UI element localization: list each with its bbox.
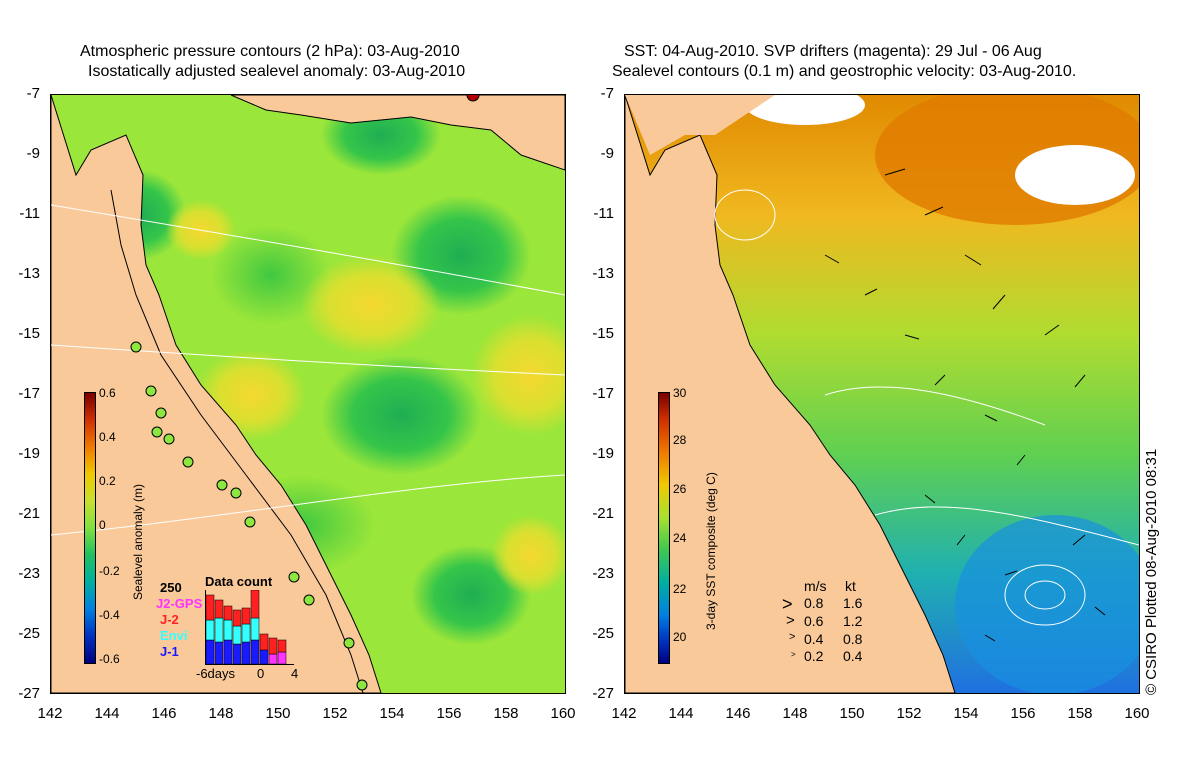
y-tick-label: -7: [26, 85, 40, 102]
sealevel-colorbar: [84, 392, 96, 664]
y-tick-label: -25: [18, 625, 40, 642]
sealevel-colorbar-tick: 0.2: [99, 474, 116, 488]
data-count-xtick: 4: [291, 666, 299, 681]
velocity-legend-header-ms: m/s: [804, 578, 827, 594]
data-count-legend-j2: J-2: [160, 612, 179, 627]
sealevel-colorbar-tick: 0: [99, 518, 106, 532]
y-tick-label: -9: [26, 145, 40, 162]
data-count-histogram: [205, 589, 294, 665]
velocity-legend-arrow: >: [789, 631, 796, 643]
data-count-xtick: -6days: [196, 666, 236, 681]
sst-colorbar-tick: 26: [673, 482, 687, 496]
y-tick-label: -9: [600, 145, 614, 162]
x-tick-label: 144: [668, 705, 694, 722]
sst-map: [624, 94, 1140, 694]
sst-colorbar-tick: 22: [673, 582, 687, 596]
y-tick-label: -21: [18, 505, 40, 522]
y-tick-label: -13: [592, 265, 614, 282]
x-tick-label: 146: [725, 705, 751, 722]
x-tick-label: 156: [1010, 705, 1036, 722]
y-tick-label: -15: [592, 325, 614, 342]
sealevel-anomaly-map: [50, 94, 566, 694]
sst-colorbar-tick: 24: [673, 531, 687, 545]
x-tick-label: 156: [436, 705, 462, 722]
velocity-legend-kt: 1.2: [843, 613, 863, 629]
data-count-max-label: 250: [160, 580, 182, 595]
x-tick-label: 154: [953, 705, 979, 722]
sealevel-colorbar-tick: -0.6: [99, 652, 120, 666]
x-tick-label: 158: [493, 705, 519, 722]
y-tick-label: -17: [592, 385, 614, 402]
x-tick-label: 158: [1067, 705, 1093, 722]
y-tick-label: -17: [18, 385, 40, 402]
copyright-notice: © CSIRO Plotted 08-Aug-2010 08:31: [1143, 448, 1160, 695]
data-count-xtick: 0: [257, 666, 265, 681]
data-count-legend-envi: Envi: [160, 628, 188, 643]
velocity-legend-ms: 0.8: [804, 595, 824, 611]
velocity-legend-kt: 0.8: [843, 631, 863, 647]
x-tick-label: 146: [151, 705, 177, 722]
velocity-legend-header-kt: kt: [845, 578, 856, 594]
right-title-line2: Sealevel contours (0.1 m) and geostrophi…: [612, 63, 1077, 80]
y-tick-label: -23: [592, 565, 614, 582]
sealevel-colorbar-tick: 0.4: [99, 430, 116, 444]
x-tick-label: 152: [896, 705, 922, 722]
sst-colorbar-tick: 20: [673, 630, 687, 644]
data-count-histogram-graphic: [205, 589, 287, 665]
velocity-legend-ms: 0.4: [804, 631, 824, 647]
velocity-legend-arrow: >: [791, 650, 796, 659]
y-tick-label: -19: [592, 445, 614, 462]
sealevel-colorbar-label: Sealevel anomaly (m): [131, 483, 145, 600]
velocity-legend-ms: 0.6: [804, 613, 824, 629]
velocity-legend-kt: 0.4: [843, 648, 863, 664]
right-title-line1: SST: 04-Aug-2010. SVP drifters (magenta)…: [624, 43, 1042, 60]
sst-colorbar-tick: 28: [673, 433, 687, 447]
y-tick-label: -27: [592, 685, 614, 702]
x-tick-label: 148: [208, 705, 234, 722]
x-tick-label: 148: [782, 705, 808, 722]
x-tick-label: 160: [550, 705, 576, 722]
sst-map-graphic: [625, 95, 1139, 693]
sealevel-colorbar-tick: 0.6: [99, 386, 116, 400]
data-count-legend-j1: J-1: [160, 644, 179, 659]
y-tick-label: -25: [592, 625, 614, 642]
data-count-legend-j2gps: J2-GPS: [156, 596, 203, 611]
sealevel-anomaly-map-graphic: [51, 95, 565, 693]
sealevel-colorbar-tick: -0.2: [99, 564, 120, 578]
x-tick-label: 142: [611, 705, 637, 722]
sealevel-colorbar-tick: -0.4: [99, 608, 120, 622]
y-tick-label: -11: [593, 205, 614, 222]
x-tick-label: 150: [265, 705, 291, 722]
x-tick-label: 154: [379, 705, 405, 722]
y-tick-label: -15: [18, 325, 40, 342]
y-tick-label: -19: [18, 445, 40, 462]
left-title-line2: Isostatically adjusted sealevel anomaly:…: [88, 63, 466, 80]
x-tick-label: 152: [322, 705, 348, 722]
y-tick-label: -7: [600, 85, 614, 102]
x-tick-label: 144: [94, 705, 120, 722]
data-count-title: Data count: [205, 574, 273, 589]
left-title-line1: Atmospheric pressure contours (2 hPa): 0…: [80, 43, 460, 60]
x-tick-label: 160: [1124, 705, 1150, 722]
y-tick-label: -11: [19, 205, 40, 222]
y-tick-label: -23: [18, 565, 40, 582]
sst-colorbar-tick: 30: [673, 386, 687, 400]
y-tick-label: -27: [18, 685, 40, 702]
velocity-legend-arrow: >: [786, 612, 795, 629]
sst-colorbar: [658, 392, 670, 664]
x-tick-label: 142: [37, 705, 63, 722]
velocity-legend-kt: 1.6: [843, 595, 863, 611]
velocity-legend-ms: 0.2: [804, 648, 824, 664]
y-tick-label: -21: [592, 505, 614, 522]
y-tick-label: -13: [18, 265, 40, 282]
x-tick-label: 150: [839, 705, 865, 722]
velocity-legend-arrow: >: [782, 594, 793, 614]
sst-colorbar-label: 3-day SST composite (deg C): [704, 472, 718, 630]
